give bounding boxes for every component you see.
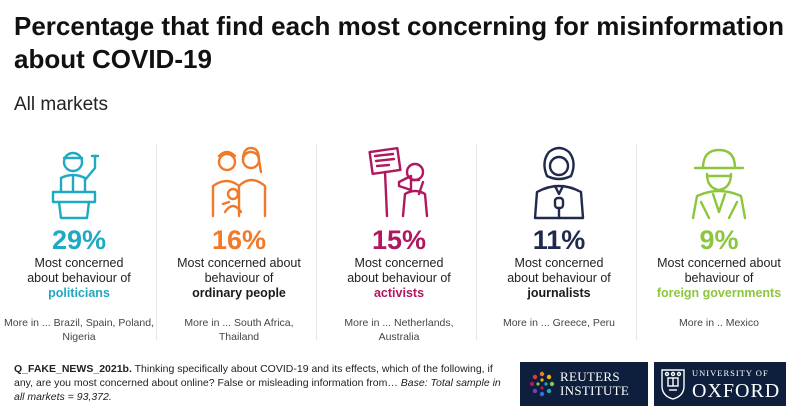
university-of-oxford-logo: UNIVERSITY OF OXFORD <box>654 362 786 406</box>
description-line-1: Most concerned <box>354 256 444 270</box>
question-code: Q_FAKE_NEWS_2021b. <box>14 363 132 375</box>
description-line-1: Most concerned about <box>657 256 781 270</box>
description-line-2: about behaviour of <box>27 271 131 285</box>
survey-footnote: Q_FAKE_NEWS_2021b. Thinking specifically… <box>14 362 514 404</box>
reuters-dots-icon <box>529 371 555 397</box>
description-activists: Most concerned about behaviour of activi… <box>324 256 474 301</box>
column-divider <box>316 144 317 340</box>
sample-base: Base: Total sample in all markets = 93,3… <box>14 377 501 403</box>
chart-subtitle: All markets <box>14 94 108 115</box>
politician-at-podium-icon <box>51 151 100 220</box>
protester-megaphone-icon <box>368 146 429 218</box>
description-politicians: Most concerned about behaviour of politi… <box>4 256 154 301</box>
more-in-journalists: More in ... Greece, Peru <box>502 317 616 329</box>
oxford-crest-icon <box>661 369 685 400</box>
concern-column-ordinary-people: 16% Most concerned about behaviour of or… <box>160 140 318 350</box>
reuters-line-1: REUTERS <box>560 369 620 384</box>
concern-column-politicians: 29% Most concerned about behaviour of po… <box>0 140 158 350</box>
group-label-activists: activists <box>373 286 425 300</box>
description-line-2: behaviour of <box>204 271 274 285</box>
more-in-politicians: More in ... Brazil, Spain, Poland, Niger… <box>4 317 154 343</box>
column-divider <box>636 144 637 340</box>
group-label-politicians: politicians <box>48 286 110 300</box>
group-label-ordinary-people: ordinary people <box>192 286 286 300</box>
spy-icon <box>691 148 747 220</box>
family-icon <box>211 146 267 218</box>
more-in-activists: More in ... Netherlands, Australia <box>344 317 454 343</box>
description-line-1: Most concerned <box>34 256 124 270</box>
concern-column-foreign-governments: 9% Most concerned about behaviour of for… <box>640 140 798 350</box>
question-text: Thinking specifically about COVID-19 and… <box>14 363 493 389</box>
group-label-journalists: journalists <box>527 286 591 300</box>
concern-column-activists: 15% Most concerned about behaviour of ac… <box>320 140 478 350</box>
description-line-2: about behaviour of <box>347 271 451 285</box>
concern-column-journalists: 11% Most concerned about behaviour of jo… <box>480 140 638 350</box>
value-label-journalists: 11% <box>532 225 586 255</box>
reuters-wordmark: REUTERS INSTITUTE <box>560 370 646 398</box>
reuters-institute-logo: REUTERS INSTITUTE <box>520 362 648 406</box>
more-in-ordinary-people: More in ... South Africa, Thailand <box>184 317 294 343</box>
description-foreign-governments: Most concerned about behaviour of foreig… <box>644 256 794 301</box>
chart-title: Percentage that find each most concernin… <box>14 11 785 74</box>
reuters-line-2: INSTITUTE <box>560 383 630 398</box>
description-journalists: Most concerned about behaviour of journa… <box>484 256 634 301</box>
value-label-politicians: 29% <box>51 225 107 255</box>
more-in-foreign-governments: More in .. Mexico <box>679 317 759 329</box>
oxford-big-text: OXFORD <box>692 380 781 402</box>
description-line-1: Most concerned about <box>177 256 301 270</box>
column-divider <box>476 144 477 340</box>
value-label-activists: 15% <box>371 225 427 255</box>
value-label-foreign-governments: 9% <box>699 225 739 255</box>
description-line-2: about behaviour of <box>507 271 611 285</box>
column-divider <box>156 144 157 340</box>
description-line-2: behaviour of <box>684 271 754 285</box>
oxford-small-text: UNIVERSITY OF <box>692 368 769 378</box>
value-label-ordinary-people: 16% <box>211 225 267 255</box>
group-label-foreign-governments: foreign governments <box>656 286 782 300</box>
journalist-microphone-icon <box>533 146 585 220</box>
description-line-1: Most concerned <box>514 256 604 270</box>
description-ordinary-people: Most concerned about behaviour of ordina… <box>164 256 314 301</box>
concern-columns: 29% Most concerned about behaviour of po… <box>0 140 800 350</box>
